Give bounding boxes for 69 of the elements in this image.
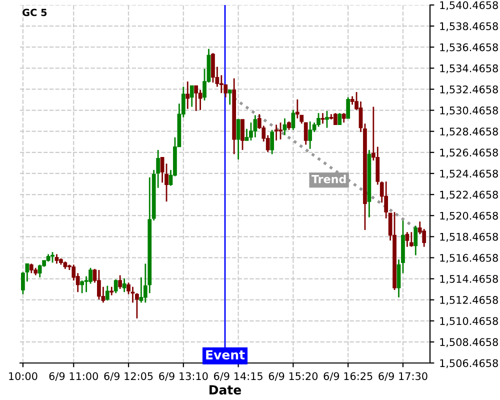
y-tick-label: 1,524.4658 xyxy=(440,170,498,179)
y-tick-label: 1,520.4658 xyxy=(440,212,498,221)
candlestick xyxy=(333,112,338,126)
x-tick-label: 6/9 13:10 xyxy=(159,372,208,381)
y-tick-label: 1,534.4658 xyxy=(440,64,498,74)
candlestick xyxy=(160,156,164,184)
candlestick xyxy=(274,124,278,142)
chart-title: GC 5 xyxy=(22,8,47,16)
y-tick-label: 1,538.4658 xyxy=(440,22,498,32)
y-tick-label: 1,516.4658 xyxy=(440,254,498,263)
candlestick xyxy=(409,231,414,248)
y-tick-label: 1,514.4658 xyxy=(440,274,498,284)
candlestick xyxy=(308,120,312,150)
candlestick xyxy=(338,112,342,126)
candlestick xyxy=(97,269,101,300)
y-tick-label: 1,512.4658 xyxy=(440,296,498,305)
candlestick xyxy=(291,109,296,131)
candlestick xyxy=(346,96,350,120)
candlestick xyxy=(228,89,232,106)
candlestick xyxy=(414,225,418,256)
y-tick-label: 1,532.4658 xyxy=(440,85,498,94)
candlestick xyxy=(29,262,34,274)
series-label: Trend xyxy=(312,174,346,184)
y-tick-label: 1,508.4658 xyxy=(440,338,498,348)
y-tick-label: 1,522.4658 xyxy=(440,190,498,200)
candlestick xyxy=(320,112,325,124)
candlestick xyxy=(80,280,84,294)
candlestick xyxy=(130,286,135,304)
x-tick-label: 6/9 16:25 xyxy=(324,372,372,381)
candlestick xyxy=(198,89,202,111)
y-tick-label: 1,528.4658 xyxy=(440,128,498,137)
annotation: Event xyxy=(206,350,245,360)
candlestick xyxy=(114,278,118,294)
candlestick xyxy=(253,114,258,138)
candlestick xyxy=(186,80,190,110)
candlestick xyxy=(54,253,59,264)
x-tick-label: 6/9 14:15 xyxy=(214,372,262,381)
candlestick xyxy=(50,251,54,264)
x-tick-label: 6/9 12:05 xyxy=(104,372,153,381)
x-axis-title: Date xyxy=(210,385,242,395)
x-tick-label: 6/9 17:30 xyxy=(378,372,428,381)
candlestick xyxy=(244,128,249,142)
candlestick xyxy=(270,129,274,155)
candlestick xyxy=(164,162,168,202)
candlestick xyxy=(118,274,122,290)
candlestick xyxy=(38,264,42,278)
candlestick xyxy=(325,110,329,129)
candlestick xyxy=(236,118,240,160)
y-tick-label: 1,526.4658 xyxy=(440,148,498,158)
candlestick xyxy=(295,98,300,120)
candlestick xyxy=(304,122,308,146)
x-tick-label: 10:00 xyxy=(9,372,38,380)
y-tick-label: 1,506.4658 xyxy=(440,359,498,368)
candlestick xyxy=(211,52,215,84)
x-tick-label: 6/9 11:00 xyxy=(49,372,98,381)
x-tick-label: 6/9 15:20 xyxy=(268,372,318,381)
y-tick-label: 1,530.4658 xyxy=(440,106,498,116)
candlestick xyxy=(194,85,198,112)
candlestick xyxy=(278,122,282,140)
candlestick xyxy=(190,85,194,108)
candlestick xyxy=(105,285,110,302)
candlestick xyxy=(405,231,410,248)
candlestick xyxy=(342,112,346,124)
y-tick-label: 1,518.4658 xyxy=(440,232,498,242)
candlestick xyxy=(240,118,244,151)
y-tick-label: 1,536.4658 xyxy=(440,43,498,52)
y-tick-label: 1,540.4658 xyxy=(440,1,498,10)
candlestick xyxy=(282,118,287,136)
y-tick-label: 1,510.4658 xyxy=(440,317,498,326)
